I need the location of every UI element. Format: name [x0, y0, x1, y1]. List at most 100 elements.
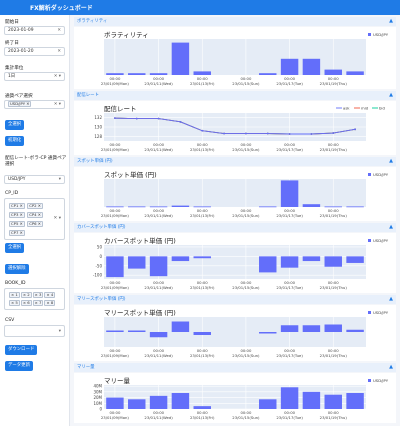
bar	[106, 206, 124, 208]
legend-swatch	[368, 173, 371, 176]
x-tick-label: 00:00	[153, 76, 165, 81]
y-tick-label: -50	[95, 263, 102, 268]
update-data-button[interactable]: データ更新	[5, 361, 33, 371]
data-point	[157, 117, 160, 120]
chevron-up-icon[interactable]: ▲	[389, 364, 393, 370]
rate-chart: 12813013200:0023/01/09(Mon)00:0023/01/11…	[94, 106, 385, 153]
chevron-up-icon[interactable]: ▲	[389, 92, 393, 98]
bar	[302, 204, 321, 207]
y-tick-label: 0	[99, 254, 102, 259]
marry-volume-panel-header-label: マリー量	[77, 365, 95, 370]
volatility-panel-header[interactable]: ボラティリティ ▲	[74, 17, 396, 26]
book-tag[interactable]: × 4	[44, 292, 56, 298]
deselect-button[interactable]: 選択解除	[5, 264, 29, 274]
pair-tag[interactable]: USD/JPY ✕	[8, 101, 32, 107]
x-tick-label: 00:00	[240, 280, 252, 285]
cp-tag[interactable]: CP1 ✕	[9, 203, 25, 209]
clear-icon[interactable]: ✕	[57, 28, 61, 33]
book-tag-label: 7	[39, 300, 42, 305]
select-all-button[interactable]: 全選択	[5, 120, 25, 130]
cp-select-all-button[interactable]: 全選択	[5, 243, 25, 253]
csv-select[interactable]: ▾	[4, 325, 65, 337]
book-tag-label: 6	[27, 300, 30, 305]
x-tick-label: 00:00	[109, 280, 121, 285]
book-tag-label: 4	[50, 292, 54, 297]
volatility-chart-panel: ボラティリティ 00:00 23/01/09(Mon) 00:00 23/01/11(W…	[74, 27, 396, 89]
data-point	[354, 128, 356, 131]
y-tick-label: 128	[94, 134, 102, 139]
data-point	[114, 117, 116, 120]
bar	[171, 205, 190, 207]
end-date-label: 終了日	[5, 41, 19, 46]
book-tag[interactable]: × 6	[20, 300, 32, 306]
cp-tag[interactable]: CP5 ✕	[9, 221, 25, 227]
book-tag[interactable]: × 8	[44, 300, 56, 306]
cp-tag[interactable]: CP4 ✕	[27, 212, 43, 218]
bar	[346, 71, 364, 75]
rate-chart-title: 配信レート	[104, 105, 137, 113]
cover-spot-price-chart-title: カバースポット単価 (円)	[104, 237, 176, 245]
x-tick-label: 00:00	[240, 76, 252, 81]
x-tick-label: 00:00	[240, 208, 252, 213]
legend-swatch	[368, 239, 371, 242]
bar	[280, 256, 299, 268]
x-tick-label: 00:00	[240, 348, 252, 353]
x-tick-label: 23/01/19(Thu)	[320, 213, 348, 218]
end-date-input[interactable]: 2023-01-20 ✕	[4, 47, 65, 56]
spot-price-panel-header[interactable]: スポット単価 (円) ▲	[74, 157, 396, 166]
book-tag[interactable]: × 1	[9, 292, 20, 298]
book-tag[interactable]: × 3	[32, 292, 44, 298]
chevron-up-icon[interactable]: ▲	[389, 18, 393, 24]
x-tick-label: 23/01/15(Sun)	[232, 415, 260, 420]
pair-select[interactable]: USD/JPY ✕ ✕ ▾	[4, 100, 65, 109]
x-tick-label: 00:00	[153, 142, 165, 147]
x-tick-label: 00:00	[328, 76, 340, 81]
reset-button[interactable]: 初期化	[5, 136, 25, 146]
cp-tag-list: CP1 ✕ CP2 ✕ CP3 ✕ CP4 ✕ CP5 ✕ CP6 ✕ CP7 …	[9, 203, 49, 236]
cover-spot-price-panel-header[interactable]: カバースポット単価 (円) ▲	[74, 223, 396, 232]
marry-volume-panel-header[interactable]: マリー量 ▲	[74, 363, 396, 372]
bar	[324, 69, 342, 75]
x-tick-label: 00:00	[153, 208, 165, 213]
cp-tag[interactable]: CP2 ✕	[27, 203, 43, 209]
book-tag[interactable]: × 5	[9, 300, 20, 306]
cp-id-select[interactable]: CP1 ✕ CP2 ✕ CP3 ✕ CP4 ✕ CP5 ✕ CP6 ✕ CP7 …	[4, 198, 65, 240]
bar	[149, 332, 168, 338]
clear-icon[interactable]: ✕	[57, 49, 61, 54]
book-tag-label: 1	[15, 292, 18, 297]
spot-price-chart: 00:0023/01/09(Mon)00:0023/01/11(Wed)00:0…	[101, 172, 389, 218]
download-button[interactable]: ダウンロード	[5, 345, 38, 355]
marry-spot-price-panel-header[interactable]: マリースポット単価 (円) ▲	[74, 295, 396, 304]
x-tick-label: 00:00	[284, 410, 296, 415]
cp-tag[interactable]: CP6 ✕	[27, 221, 43, 227]
chevron-up-icon[interactable]: ▲	[389, 158, 393, 164]
book-tag-label: 8	[50, 300, 54, 305]
book-tag[interactable]: × 2	[20, 292, 32, 298]
chevron-up-icon[interactable]: ▲	[389, 296, 393, 302]
bar	[193, 71, 211, 75]
x-tick-label: 00:00	[328, 410, 340, 415]
cp-tag[interactable]: CP3 ✕	[9, 212, 25, 218]
x-tick-label: 00:00	[328, 280, 340, 285]
data-point	[310, 133, 313, 135]
x-tick-label: 00:00	[153, 348, 165, 353]
bar	[193, 406, 211, 409]
cp-tag[interactable]: CP7 ✕	[9, 230, 25, 236]
start-date-input[interactable]: 2023-01-09 ✕	[4, 26, 65, 35]
x-tick-label: 00:00	[109, 76, 121, 81]
y-tick-label: 10M	[93, 401, 102, 406]
x-tick-label: 00:00	[153, 410, 165, 415]
x-tick-label: 23/01/13(Fri)	[190, 213, 215, 218]
y-tick-label: 40M	[93, 384, 102, 389]
bar	[280, 58, 299, 75]
x-tick-label: 23/01/15(Sun)	[232, 81, 260, 86]
agg-unit-select[interactable]: 1日 ✕ ▾	[4, 72, 65, 81]
cp-pair-select[interactable]: USD/JPY ▾	[4, 175, 65, 184]
chevron-down-icon: ▾	[58, 329, 61, 334]
volatility-chart: 00:0023/01/09(Mon)00:0023/01/11(Wed)00:0…	[101, 32, 389, 86]
rate-panel-header[interactable]: 配信レート ▲	[74, 91, 396, 100]
book-tag[interactable]: × 7	[32, 300, 44, 306]
book-id-select[interactable]: × 1 × 2 × 3 × 4 × 5 × 6 × 7 × 8	[4, 288, 65, 310]
data-point	[179, 120, 182, 123]
chevron-up-icon[interactable]: ▲	[389, 224, 393, 230]
